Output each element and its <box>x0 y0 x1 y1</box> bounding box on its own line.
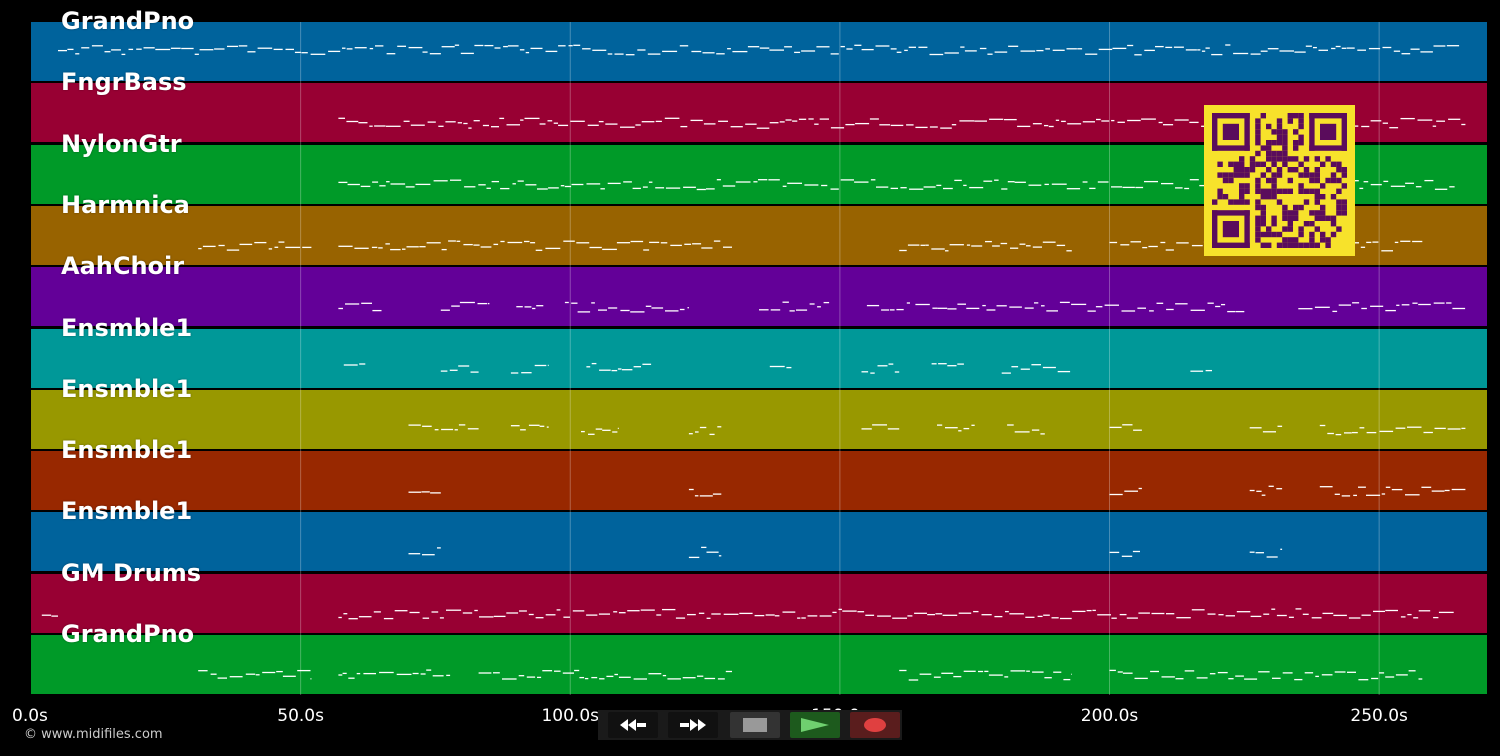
time-tick-label: 250.0s <box>1350 706 1408 726</box>
record-icon <box>864 718 886 732</box>
track-lane <box>31 22 1487 81</box>
track-lane <box>31 512 1487 572</box>
track-label: FngrBass <box>61 68 187 97</box>
play-button[interactable] <box>790 712 840 738</box>
track-label: Ensmble1 <box>61 374 193 403</box>
track-lane <box>31 267 1487 327</box>
time-tick-label: 50.0s <box>277 706 324 726</box>
track-lane <box>31 635 1487 694</box>
transport-controls <box>598 710 902 740</box>
track-lane <box>31 573 1487 633</box>
track-label: GM Drums <box>61 558 202 587</box>
time-tick-label: 200.0s <box>1080 706 1139 726</box>
track-label: Ensmble1 <box>61 313 193 342</box>
stop-button[interactable] <box>730 712 780 738</box>
track-lane <box>31 328 1487 388</box>
track-label: Ensmble1 <box>61 497 193 526</box>
track-label: GrandPno <box>61 620 195 648</box>
track-lane <box>31 451 1487 511</box>
fast-forward-icon <box>680 719 706 731</box>
rewind-button[interactable] <box>608 712 658 738</box>
fast-forward-button[interactable] <box>668 712 718 738</box>
track-lane <box>31 389 1487 449</box>
time-tick-label: 100.0s <box>541 706 600 726</box>
time-tick-label: 0.0s <box>12 706 48 726</box>
record-button[interactable] <box>850 712 900 738</box>
stop-icon <box>743 718 767 732</box>
qr-code-icon <box>1204 105 1355 256</box>
track-label: Ensmble1 <box>61 436 193 465</box>
play-icon <box>801 718 829 732</box>
copyright-text: © www.midifiles.com <box>24 727 163 742</box>
track-label: Harmnica <box>61 190 190 219</box>
track-label: AahChoir <box>61 252 185 281</box>
rewind-icon <box>620 719 646 731</box>
track-label: GrandPno <box>61 7 195 35</box>
track-label: NylonGtr <box>61 129 182 158</box>
